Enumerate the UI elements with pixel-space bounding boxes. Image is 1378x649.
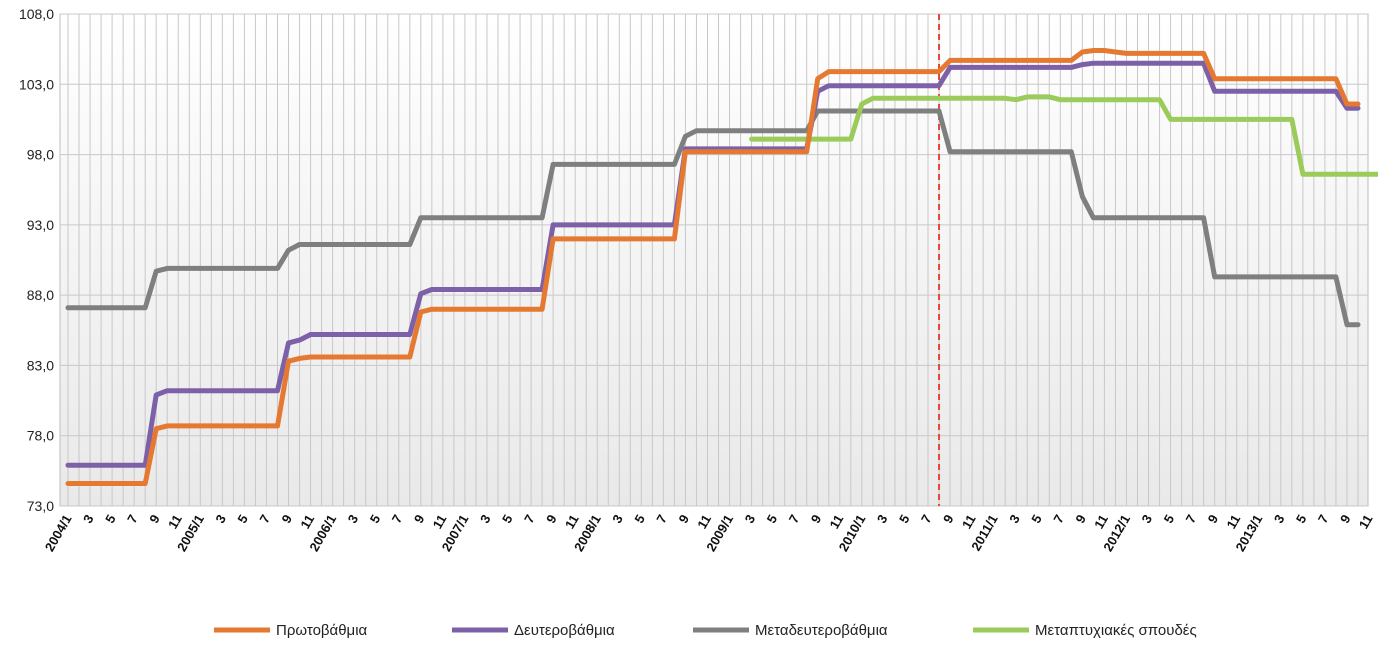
y-tick-label: 98,0 <box>27 147 54 163</box>
x-tick-label: 5 <box>102 512 119 526</box>
x-tick-label: 11 <box>430 512 450 531</box>
x-tick-label: 7 <box>1183 512 1200 526</box>
series-layer <box>65 48 1378 486</box>
x-tick-label: 9 <box>808 512 825 526</box>
x-tick-label: 7 <box>1315 512 1332 526</box>
x-tick-label: 5 <box>1293 512 1310 526</box>
x-tick-label: 9 <box>411 512 428 526</box>
x-tick-label: 3 <box>742 512 759 526</box>
x-tick-label: 3 <box>1139 512 1156 526</box>
x-tick-label: 9 <box>146 512 163 526</box>
x-tick-label: 3 <box>874 512 891 526</box>
x-tick-label: 9 <box>279 512 296 526</box>
x-tick-label: 11 <box>165 512 185 531</box>
x-tick-label: 5 <box>764 512 781 526</box>
x-tick-label: 3 <box>1006 512 1023 526</box>
x-tick-label: 7 <box>521 512 538 526</box>
x-tick-label: 3 <box>609 512 626 526</box>
legend-label: Δευτεροβάθμια <box>514 622 615 639</box>
series-line <box>65 60 1361 468</box>
x-tick-label: 9 <box>1205 512 1222 526</box>
series-line <box>65 48 1361 486</box>
x-tick-label: 11 <box>694 512 714 531</box>
x-tick-label: 5 <box>367 512 384 526</box>
x-tick-label: 11 <box>297 512 317 531</box>
x-tick-label: 2004/1 <box>42 512 75 554</box>
y-axis: 73,0 78,0 83,0 88,0 93,0 98,0 103,0 108,0 <box>19 6 54 514</box>
x-tick-label: 5 <box>499 512 516 526</box>
legend-label: Πρωτοβάθμια <box>276 622 368 639</box>
y-tick-label: 83,0 <box>27 357 54 373</box>
plot-area <box>59 13 1369 507</box>
x-tick-label: 3 <box>1271 512 1288 526</box>
x-tick-label: 7 <box>256 512 273 526</box>
x-tick-label: 7 <box>918 512 935 526</box>
x-tick-label: 11 <box>1091 512 1111 531</box>
x-tick-label: 11 <box>827 512 847 531</box>
y-tick-label: 103,0 <box>19 76 54 92</box>
series-line <box>65 108 1361 328</box>
x-tick-label: 7 <box>786 512 803 526</box>
x-tick-label: 9 <box>1072 512 1089 526</box>
x-tick-label: 3 <box>80 512 97 526</box>
legend-label: Μεταπτυχιακές σπουδές <box>1035 622 1197 639</box>
y-tick-label: 93,0 <box>27 217 54 233</box>
x-tick-label: 11 <box>1356 512 1376 531</box>
x-tick-label: 9 <box>940 512 957 526</box>
x-tick-label: 9 <box>1337 512 1354 526</box>
x-tick-label: 3 <box>345 512 362 526</box>
x-tick-label: 7 <box>124 512 141 526</box>
legend-label: Μεταδευτεροβάθμια <box>755 622 888 639</box>
y-tick-label: 88,0 <box>27 287 54 303</box>
x-tick-label: 5 <box>896 512 913 526</box>
x-tick-label: 3 <box>212 512 229 526</box>
y-tick-label: 108,0 <box>19 6 54 22</box>
x-tick-label: 5 <box>1028 512 1045 526</box>
x-tick-label: 5 <box>234 512 251 526</box>
x-tick-label: 11 <box>959 512 979 531</box>
x-tick-label: 7 <box>1050 512 1067 526</box>
y-tick-label: 73,0 <box>27 498 54 514</box>
y-tick-label: 78,0 <box>27 428 54 444</box>
series-line <box>749 94 1378 177</box>
vertical-gridlines <box>67 14 1359 506</box>
x-tick-label: 7 <box>653 512 670 526</box>
legend: Πρωτοβάθμια Δευτεροβάθμια Μεταδευτεροβάθμι… <box>214 622 1197 639</box>
x-tick-label: 9 <box>543 512 560 526</box>
x-tick-label: 9 <box>675 512 692 526</box>
x-tick-label: 5 <box>631 512 648 526</box>
x-tick-label: 5 <box>1161 512 1178 526</box>
x-tick-label: 11 <box>562 512 582 531</box>
x-tick-label: 7 <box>389 512 406 526</box>
horizontal-gridlines <box>60 13 1368 507</box>
x-tick-label: 11 <box>1223 512 1243 531</box>
x-tick-label: 3 <box>477 512 494 526</box>
